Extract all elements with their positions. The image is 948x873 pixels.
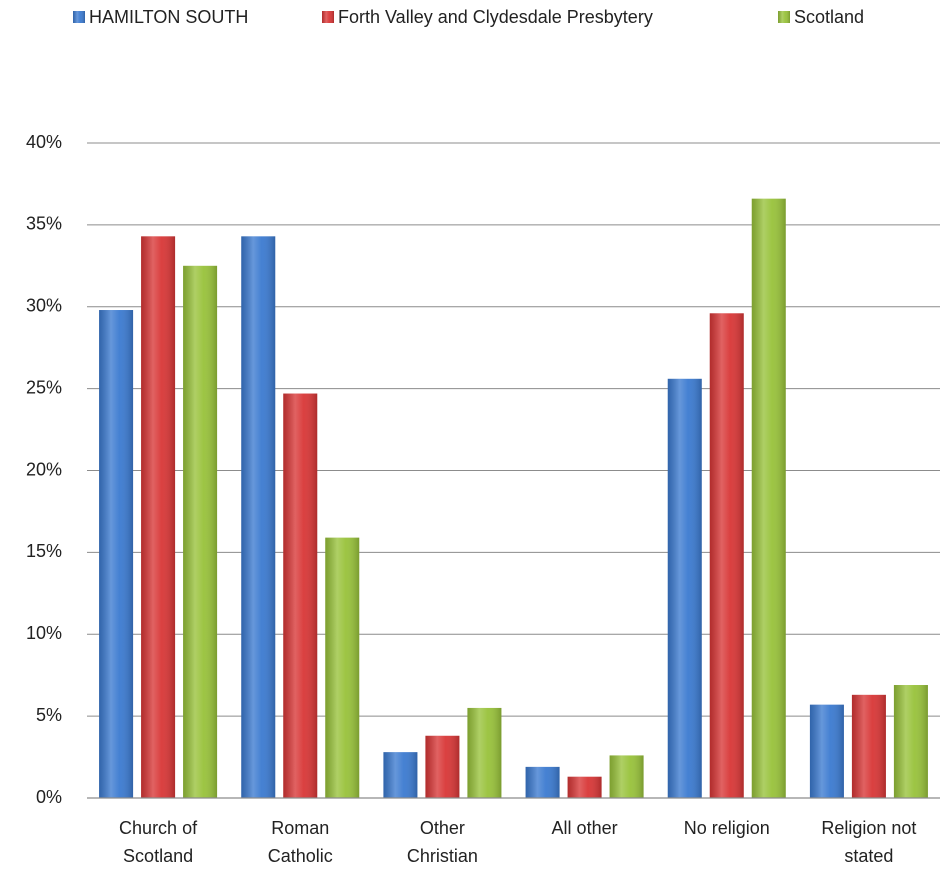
bar-shine bbox=[283, 393, 318, 798]
bar-shine bbox=[425, 735, 460, 798]
bar-shine bbox=[667, 378, 702, 798]
bar-shine bbox=[467, 707, 502, 798]
legend-swatch-shine bbox=[322, 11, 334, 23]
x-tick-label: Roman Catholic bbox=[267, 818, 333, 866]
y-tick-label: 30% bbox=[26, 296, 62, 316]
bar-shine bbox=[709, 313, 744, 798]
y-tick-label: 40% bbox=[26, 132, 62, 152]
x-tick-label: Religion not stated bbox=[821, 818, 917, 866]
y-tick-label: 20% bbox=[26, 459, 62, 479]
bar-shine bbox=[325, 537, 360, 798]
legend-label: Forth Valley and Clydesdale Presbytery bbox=[338, 7, 653, 27]
bar-shine bbox=[241, 236, 276, 798]
y-tick-label: 0% bbox=[36, 787, 62, 807]
bar-shine bbox=[893, 685, 928, 798]
bar-shine bbox=[99, 310, 134, 798]
bar-shine bbox=[609, 755, 644, 798]
legend-swatch-shine bbox=[73, 11, 85, 23]
x-tick-label: Church of Scotland bbox=[119, 818, 198, 866]
bar-shine bbox=[751, 198, 786, 799]
bar-shine bbox=[525, 766, 560, 798]
x-tick-label: All other bbox=[551, 818, 618, 838]
x-tick-label: No religion bbox=[683, 818, 770, 838]
legend-label: HAMILTON SOUTH bbox=[89, 7, 248, 27]
bar-shine bbox=[567, 776, 602, 798]
y-tick-label: 15% bbox=[26, 541, 62, 561]
bar-shine bbox=[141, 236, 176, 798]
y-tick-label: 5% bbox=[36, 705, 62, 725]
bar-shine bbox=[383, 752, 418, 798]
y-tick-label: 10% bbox=[26, 623, 62, 643]
legend-label: Scotland bbox=[794, 7, 864, 27]
bar-shine bbox=[809, 704, 844, 798]
bar-shine bbox=[183, 265, 218, 798]
y-tick-label: 25% bbox=[26, 377, 62, 397]
legend-swatch-shine bbox=[778, 11, 790, 23]
y-tick-label: 35% bbox=[26, 214, 62, 234]
x-tick-label: Other Christian bbox=[406, 818, 478, 866]
bar-shine bbox=[851, 694, 886, 798]
